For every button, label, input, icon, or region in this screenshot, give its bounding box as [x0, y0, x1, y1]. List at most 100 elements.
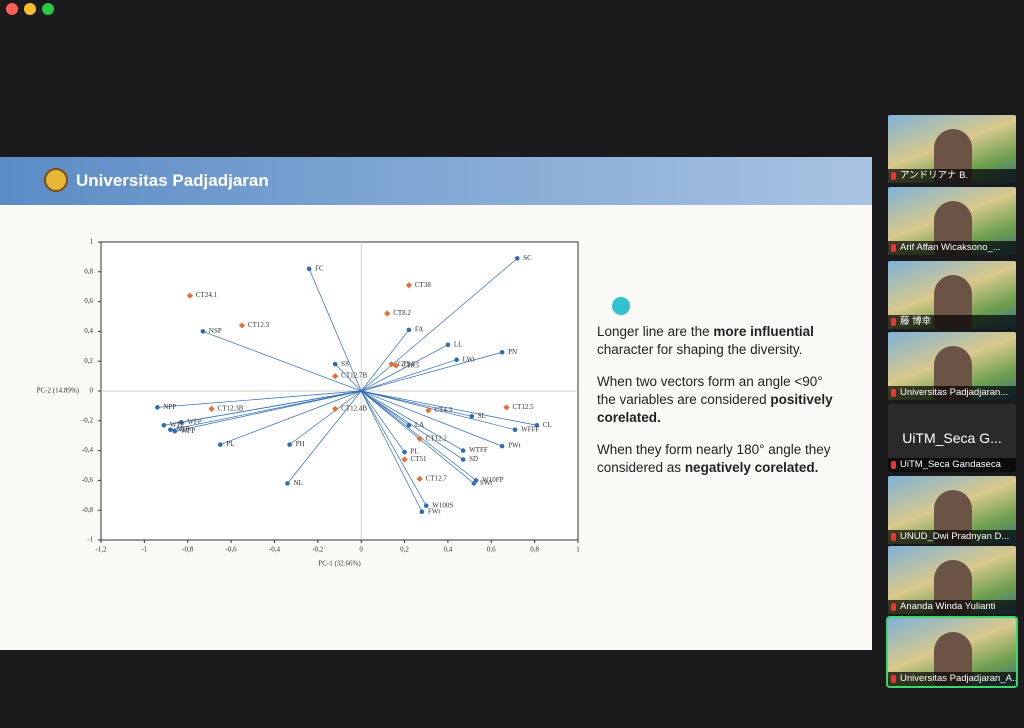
x-tick-label: 0,8: [530, 546, 539, 554]
point-label: CT12.3B: [218, 404, 244, 412]
variable-point: [423, 503, 429, 509]
participant-tile[interactable]: アンドリアナ B.: [888, 115, 1016, 183]
vector: [360, 390, 427, 506]
point-label: SWt: [480, 479, 493, 487]
variable-point: [534, 422, 540, 428]
participant-name: アンドリアナ B.: [888, 169, 1016, 183]
text: When they form nearly 180° angle they co…: [597, 442, 831, 475]
vector: [361, 390, 472, 417]
point-label: PL: [411, 448, 419, 456]
vector: [361, 344, 449, 392]
point-label: PH: [296, 440, 305, 448]
slide-header: Universitas Padjadjaran: [0, 157, 872, 205]
x-tick-label: -0,6: [226, 546, 238, 554]
point-label: CT9.5: [398, 360, 416, 368]
muted-icon: [891, 533, 896, 541]
point-label: CL: [543, 421, 552, 429]
variable-point: [217, 442, 223, 447]
participant-tile[interactable]: 藤 博幸: [888, 261, 1016, 329]
note-paragraph: Longer line are the more influential cha…: [597, 323, 837, 359]
vector: [361, 351, 503, 392]
variable-point: [168, 427, 173, 433]
point-label: LL: [454, 340, 463, 348]
variable-point: [445, 342, 451, 348]
participant-name: Arif Affan Wicaksono_...: [888, 241, 1016, 255]
point-label: CT8.5: [402, 361, 420, 369]
point-label: W100S: [432, 501, 453, 509]
point-label: CT4.3: [434, 406, 452, 414]
point-label: LWt: [463, 355, 475, 363]
muted-icon: [891, 389, 896, 397]
point-label: FC: [315, 264, 324, 272]
point-label: FA: [415, 326, 423, 334]
point-label: NSP: [209, 327, 222, 335]
y-tick-label: -0,6: [82, 476, 94, 484]
close-button[interactable]: [6, 3, 18, 15]
logo: [44, 168, 68, 192]
muted-icon: [891, 603, 896, 611]
participant-tile[interactable]: Arif Affan Wicaksono_...: [888, 187, 1016, 255]
y-tick-label: 0,6: [84, 297, 93, 305]
vector: [361, 390, 537, 426]
participant-tile[interactable]: Ananda Winda Yulianti: [888, 546, 1016, 614]
y-tick-label: 0,2: [84, 357, 93, 365]
point-label: FWt: [428, 507, 441, 515]
point-label: WFP: [187, 418, 202, 426]
vector: [360, 390, 477, 481]
genotype-point: [332, 372, 339, 380]
minimize-button[interactable]: [24, 3, 36, 15]
participant-tile[interactable]: UiTM_Seca G... UiTM_Seca Gandaseca: [888, 404, 1016, 472]
genotype-point: [186, 292, 194, 299]
vector: [360, 390, 405, 453]
note-paragraph: When two vectors form an angle <90° the …: [597, 373, 837, 427]
point-label: CT12.4B: [341, 404, 367, 412]
participant-display-name: UiTM_Seca G...: [902, 430, 1002, 446]
variable-point: [285, 481, 290, 486]
bold-text: negatively corelated.: [684, 460, 819, 475]
point-label: PL: [226, 440, 234, 448]
vector: [202, 331, 362, 392]
participant-tile[interactable]: Universitas Padjadjaran_A...: [886, 616, 1018, 688]
text: Longer line are the: [597, 324, 714, 339]
slide-notes: Longer line are the more influential cha…: [597, 323, 837, 491]
header-title: Universitas Padjadjaran: [76, 171, 269, 190]
y-tick-label: -1: [87, 536, 93, 544]
variable-point: [499, 349, 505, 355]
point-label: NPP: [163, 403, 176, 411]
variable-point: [306, 266, 312, 272]
y-axis-label: PC-2 (14.89%): [37, 387, 80, 395]
participant-name: Universitas Padjadjaran_A...: [888, 672, 1016, 686]
y-tick-label: -0,8: [82, 506, 94, 514]
muted-icon: [891, 244, 896, 252]
variable-point: [460, 448, 466, 453]
participant-tile[interactable]: UNUD_Dwi Pradnyan D...: [888, 476, 1016, 544]
vector: [361, 390, 464, 451]
point-label: WTP: [170, 421, 185, 429]
genotype-point: [416, 475, 423, 483]
x-axis-label: PC-1 (32.66%): [318, 560, 361, 568]
muted-icon: [891, 318, 896, 326]
variable-point: [514, 256, 520, 261]
vector: [361, 390, 516, 431]
text: When two vectors form an angle <90° the …: [597, 374, 823, 407]
y-tick-label: 0,4: [84, 327, 93, 335]
point-label: CT12.7: [426, 475, 448, 483]
text: character for shaping the diversity.: [597, 342, 803, 357]
x-tick-label: -1: [141, 546, 147, 554]
biplot: -1,2 -1 -0,8 -0,6 -0,4 -0,2 0 0,2 0,4 0,6 0,8 110,8…: [37, 238, 581, 568]
variable-point: [460, 457, 466, 462]
vector: [220, 390, 362, 445]
genotype-point: [401, 456, 408, 463]
vector: [360, 390, 475, 484]
participant-tile[interactable]: Universitas Padjadjaran...: [888, 332, 1016, 400]
x-tick-label: -0,4: [269, 546, 281, 554]
vector: [360, 258, 518, 392]
point-label: SD: [469, 455, 478, 463]
point-label: CT12.5: [512, 403, 534, 411]
participant-name: Ananda Winda Yulianti: [888, 600, 1016, 614]
muted-icon: [891, 675, 896, 683]
variable-point: [287, 442, 292, 447]
variable-point: [402, 449, 407, 455]
point-label: CT12.2: [426, 434, 448, 442]
zoom-button[interactable]: [42, 3, 54, 15]
